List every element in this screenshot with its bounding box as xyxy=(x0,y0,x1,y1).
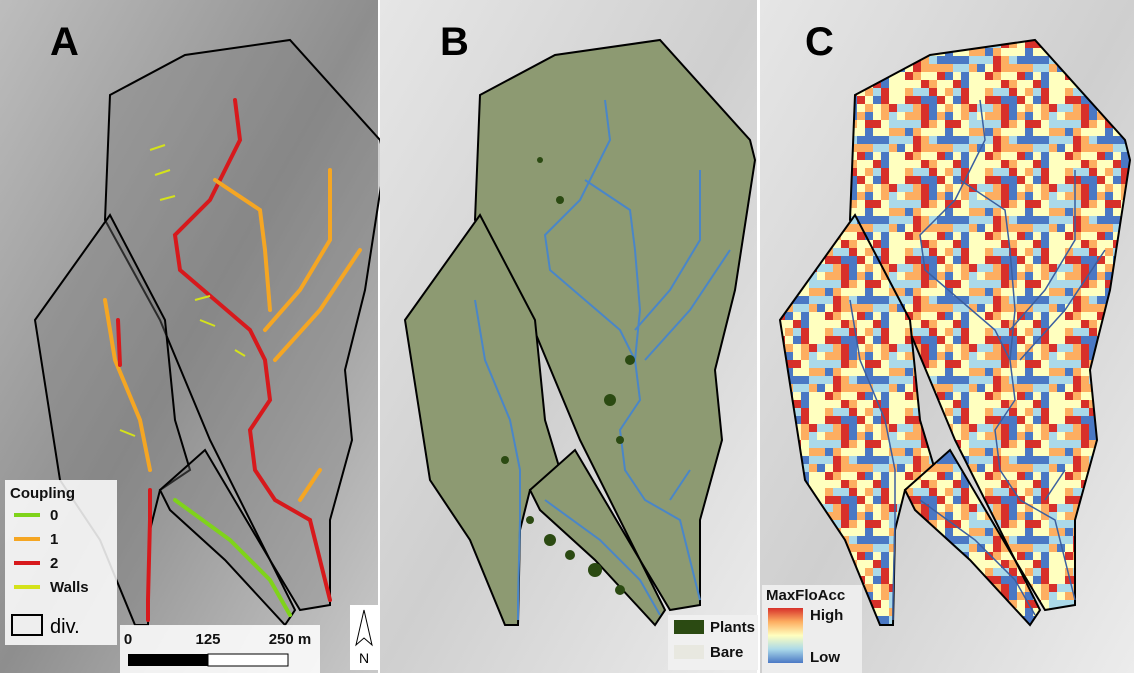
scale-label: 250 m xyxy=(269,631,312,648)
legend-swatch xyxy=(674,620,704,634)
panel-c: C MaxFloAcc High Low xyxy=(760,0,1134,673)
panel-b: B Plants Bare xyxy=(380,0,758,673)
panel-label: C xyxy=(805,20,834,64)
legend-label: Walls xyxy=(50,579,89,596)
panel-label: A xyxy=(50,20,79,64)
panel-label: B xyxy=(440,20,469,64)
color-ramp xyxy=(768,608,803,663)
legend-label: 0 xyxy=(50,507,58,524)
scale-bar xyxy=(208,654,288,666)
figure: A Coupling 0 1 2 Walls div. 0 125 250 m N B… xyxy=(0,0,1134,673)
scale-label: 0 xyxy=(124,631,132,648)
legend-title: Coupling xyxy=(10,485,75,502)
legend-title: MaxFloAcc xyxy=(766,587,845,604)
ramp-label: High xyxy=(810,607,843,624)
ramp-label: Low xyxy=(810,649,840,666)
legend-label: Plants xyxy=(710,619,755,636)
legend-swatch xyxy=(674,645,704,659)
panel-a: A Coupling 0 1 2 Walls div. 0 125 250 m N xyxy=(0,0,385,673)
legend-label: 1 xyxy=(50,531,58,548)
north-label: N xyxy=(359,650,369,666)
legend-label: div. xyxy=(50,616,80,638)
scale-bar xyxy=(128,654,208,666)
scale-label: 125 xyxy=(195,631,220,648)
legend-label: Bare xyxy=(710,644,743,661)
legend-label: 2 xyxy=(50,555,58,572)
